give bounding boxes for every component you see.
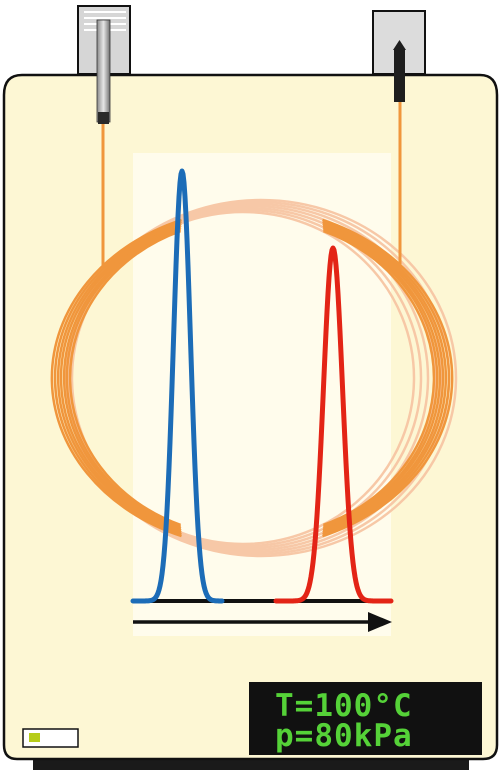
coil-loop-front-right — [322, 220, 451, 536]
chromatogram — [130, 168, 394, 604]
coil-loop-front-left — [62, 226, 182, 530]
arrow-right-icon — [133, 612, 392, 632]
coil-loop-front-right — [322, 226, 442, 530]
peak-1 — [130, 168, 225, 604]
column-coil — [50, 198, 458, 558]
coil-loop-front-left — [50, 218, 182, 538]
coil-loop-front-left — [59, 224, 182, 532]
pressure-readout: p=80kPa — [275, 718, 413, 754]
injector-icon — [77, 5, 131, 124]
coil-loop-front-right — [322, 228, 439, 528]
coil-loop-front-right — [322, 218, 454, 538]
temperature-readout: T=100°C — [275, 688, 413, 724]
coil-loop-front-right — [322, 229, 436, 527]
coil-loop-front-left — [65, 228, 182, 528]
coil-loop-front-right — [322, 224, 445, 532]
coil-loop-back — [70, 210, 416, 546]
peak-2 — [273, 245, 394, 604]
display-screen — [249, 682, 482, 755]
coil-loop-front-left — [56, 222, 182, 534]
coil-loop-front-right — [322, 222, 448, 534]
detector-icon — [372, 10, 426, 102]
indicator-light-icon — [22, 728, 79, 748]
coil-loop-front-left — [53, 220, 182, 536]
status-display: T=100°C p=80kPa — [249, 682, 482, 755]
coil-loop-front-left — [68, 229, 182, 527]
